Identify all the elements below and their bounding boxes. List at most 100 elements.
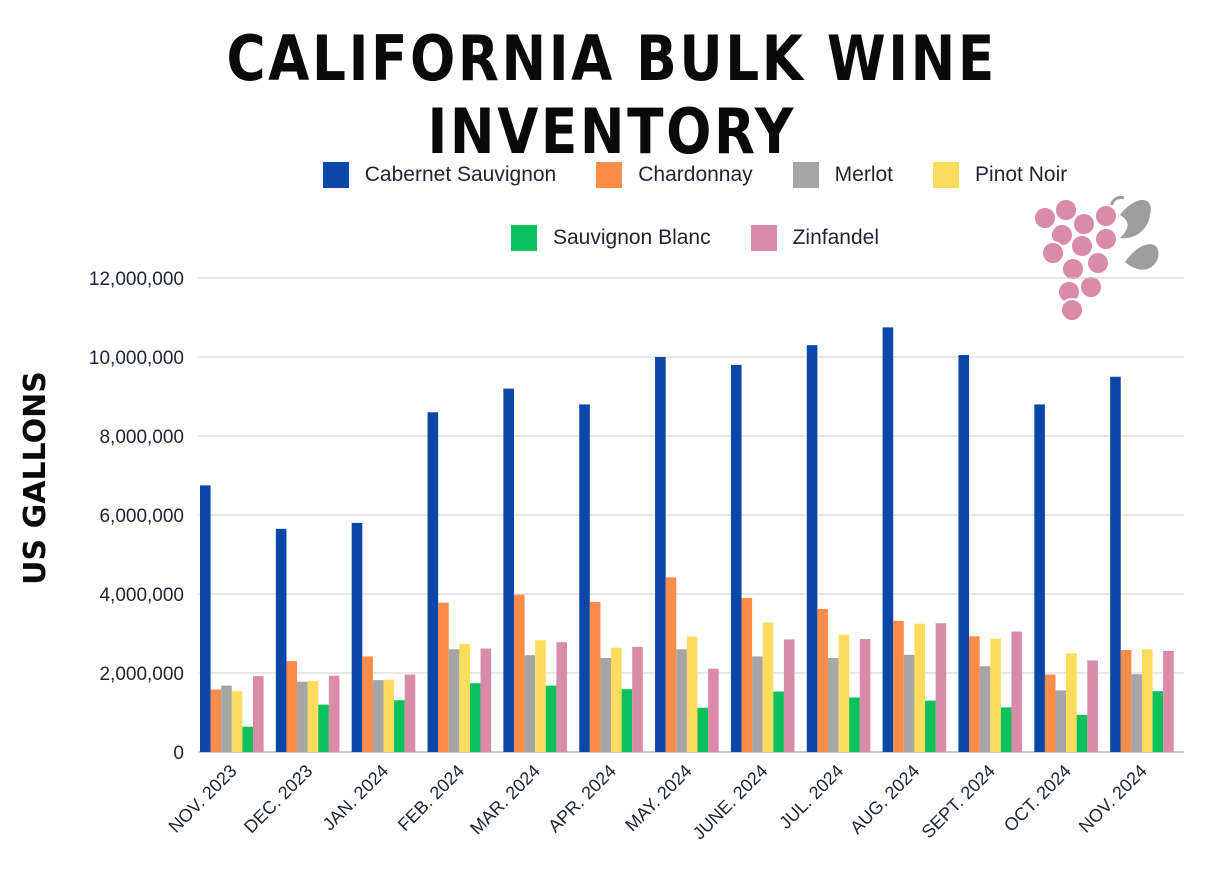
legend-item-zinfandel: Zinfandel: [750, 225, 879, 251]
bar-pinot-noir: [535, 640, 546, 752]
bar-zinfandel: [859, 639, 871, 752]
bar-chardonnay: [741, 597, 753, 752]
legend-label: Merlot: [834, 163, 894, 186]
bar-sauvignon-blanc: [1152, 691, 1164, 752]
bar-merlot: [372, 680, 384, 752]
bar-pinot-noir: [762, 622, 774, 752]
x-tick-label: JUL. 2024: [775, 761, 847, 833]
bar-sauvignon-blanc: [1000, 707, 1012, 752]
bar-sauvignon-blanc: [849, 697, 860, 752]
bar-chardonnay: [362, 656, 373, 752]
bar-cabernet-sauvignon: [655, 357, 666, 752]
bar-merlot: [448, 649, 460, 752]
y-tick-label: 6,000,000: [99, 506, 184, 527]
y-axis-label: US GALLONS: [18, 371, 53, 585]
bar-zinfandel: [708, 668, 719, 752]
bar-pinot-noir: [914, 623, 926, 752]
y-tick-label: 2,000,000: [99, 664, 184, 685]
legend-label: Zinfandel: [792, 226, 879, 249]
bar-merlot: [1055, 690, 1067, 752]
y-tick-label: 8,000,000: [99, 427, 184, 448]
bar-zinfandel: [935, 623, 947, 752]
bar-zinfandel: [328, 675, 340, 752]
bar-sauvignon-blanc: [545, 685, 557, 752]
bar-merlot: [297, 681, 308, 752]
bar-zinfandel: [1163, 650, 1174, 752]
bar-chardonnay: [969, 636, 980, 752]
bar-merlot: [676, 649, 687, 752]
x-tick-label: DEC. 2023: [240, 761, 316, 837]
bar-pinot-noir: [686, 636, 698, 752]
bar-sauvignon-blanc: [773, 691, 784, 752]
bar-pinot-noir: [307, 680, 319, 752]
bar-sauvignon-blanc: [697, 707, 709, 752]
bar-sauvignon-blanc: [925, 700, 936, 752]
bar-chardonnay: [513, 594, 525, 752]
bar-pinot-noir: [383, 679, 395, 752]
bar-pinot-noir: [838, 634, 850, 752]
bar-pinot-noir: [459, 643, 470, 752]
legend-row-2: Sauvignon Blanc Zinfandel: [230, 213, 1160, 263]
legend-item-chardonnay: Chardonnay: [596, 162, 753, 188]
bar-merlot: [1131, 674, 1142, 752]
legend-swatch: [510, 225, 537, 251]
bar-merlot: [827, 657, 839, 752]
bar-zinfandel: [556, 642, 567, 752]
x-tick-label: JUNE. 2024: [689, 761, 772, 844]
chart-legend: Cabernet Sauvignon Chardonnay Merlot Pin…: [230, 150, 1160, 276]
bar-merlot: [903, 654, 915, 752]
bar-cabernet-sauvignon: [1110, 376, 1121, 752]
legend-swatch: [596, 162, 623, 188]
legend-item-cabernet-sauvignon: Cabernet Sauvignon: [322, 162, 556, 188]
bar-merlot: [524, 655, 536, 752]
bar-chardonnay: [210, 689, 222, 752]
bar-pinot-noir: [611, 647, 622, 752]
bar-cabernet-sauvignon: [958, 355, 970, 752]
bar-chardonnay: [1044, 674, 1056, 752]
bar-cabernet-sauvignon: [806, 345, 818, 752]
bar-pinot-noir: [1141, 649, 1153, 752]
bar-chardonnay: [438, 602, 449, 752]
bars: [200, 327, 1174, 752]
bar-chardonnay: [589, 601, 601, 752]
legend-label: Pinot Noir: [975, 163, 1068, 186]
bar-sauvignon-blanc: [1076, 714, 1088, 752]
x-tick-label: APR. 2024: [544, 761, 620, 837]
legend-item-pinot-noir: Pinot Noir: [933, 162, 1067, 188]
x-tick-label: SEPT. 2024: [918, 761, 999, 842]
legend-row-1: Cabernet Sauvignon Chardonnay Merlot Pin…: [230, 150, 1160, 200]
bar-cabernet-sauvignon: [351, 522, 363, 752]
legend-label: Chardonnay: [638, 163, 753, 186]
x-tick-label: FEB. 2024: [394, 761, 468, 835]
bar-merlot: [600, 657, 612, 752]
bar-zinfandel: [1011, 631, 1023, 752]
bar-chardonnay: [665, 577, 677, 752]
legend-item-merlot: Merlot: [792, 162, 894, 188]
bar-zinfandel: [480, 648, 492, 752]
y-tick-label: 12,000,000: [89, 269, 184, 290]
x-tick-label: NOV. 2023: [165, 761, 241, 837]
y-tick-label: 4,000,000: [99, 585, 184, 606]
page-title: CALIFORNIA BULK WINE INVENTORY: [226, 22, 997, 168]
grape-cluster-icon: [1033, 196, 1159, 322]
bar-cabernet-sauvignon: [427, 412, 439, 752]
bar-chardonnay: [286, 661, 298, 752]
bar-sauvignon-blanc: [318, 704, 329, 752]
bar-merlot: [752, 656, 763, 752]
legend-swatch: [933, 162, 960, 188]
x-tick-label: AUG. 2024: [846, 761, 923, 838]
x-tick-label: OCT. 2024: [1000, 761, 1075, 836]
legend-swatch: [322, 162, 349, 188]
bar-cabernet-sauvignon: [730, 364, 742, 752]
x-tick-label: JAN. 2024: [319, 761, 393, 835]
bar-merlot: [221, 685, 232, 752]
bar-pinot-noir: [1066, 653, 1077, 752]
bar-sauvignon-blanc: [242, 726, 253, 752]
legend-label: Sauvignon Blanc: [552, 226, 711, 249]
bar-cabernet-sauvignon: [1034, 404, 1045, 752]
bar-zinfandel: [632, 646, 643, 752]
bar-pinot-noir: [990, 638, 1001, 752]
bar-sauvignon-blanc: [621, 689, 633, 752]
bar-cabernet-sauvignon: [503, 388, 514, 752]
bar-cabernet-sauvignon: [275, 528, 287, 752]
